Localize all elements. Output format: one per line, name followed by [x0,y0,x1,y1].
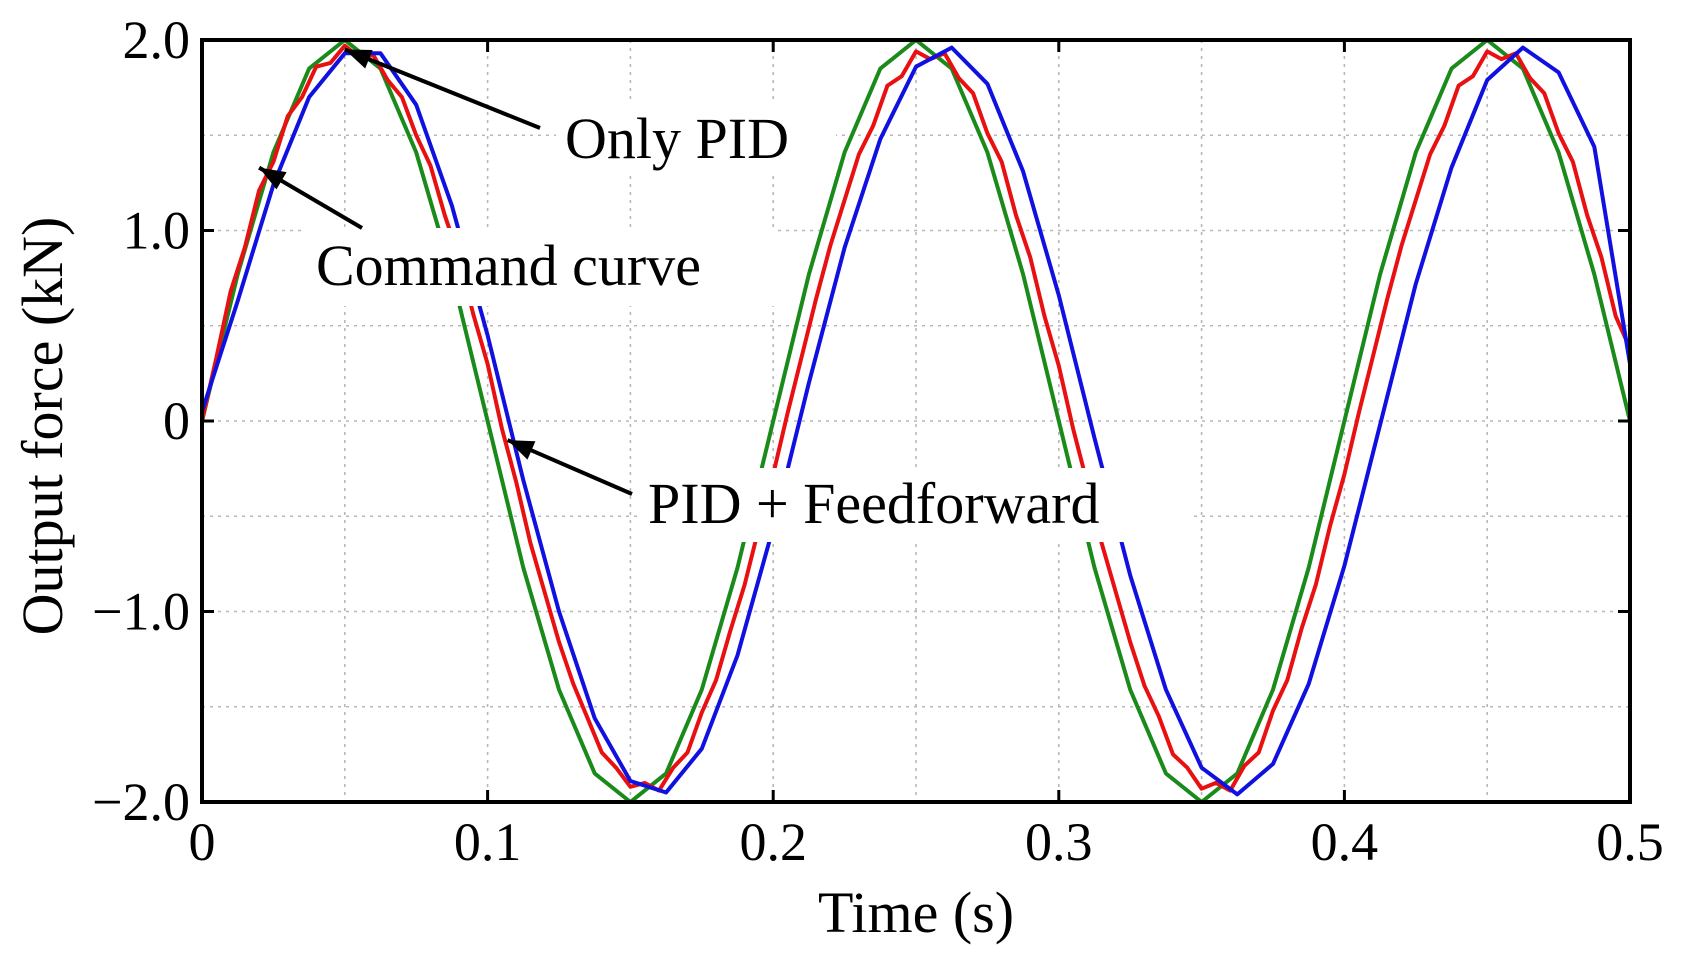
x-tick-label: 0.5 [1596,812,1664,872]
x-tick-label: 0.1 [454,812,522,872]
y-tick-label: −2.0 [92,772,190,832]
y-tick-label: −1.0 [92,582,190,642]
annotation-label: Command curve [316,233,701,298]
annotation-label: PID + Feedforward [648,471,1099,536]
y-tick-label: 1.0 [123,201,191,261]
y-axis-ticks: −2.0 −1.0 0 1.0 2.0 [92,10,1630,832]
x-axis-ticks: 0 0.1 0.2 0.3 0.4 0.5 [189,40,1664,872]
y-axis-title: Output force (kN) [10,217,75,636]
arrowhead-icon [507,440,536,460]
annotation-command-curve: Command curve [258,165,776,306]
x-tick-label: 0.2 [739,812,807,872]
y-tick-label: 2.0 [123,10,191,70]
x-axis-title: Time (s) [818,880,1014,945]
x-tick-label: 0.3 [1025,812,1093,872]
y-tick-label: 0 [163,391,190,451]
arrowhead-icon [344,49,373,69]
annotation-pid-feedforward: PID + Feedforward [506,438,1194,542]
series-line-only-pid [200,43,1632,793]
annotation-background [638,468,1194,542]
x-tick-label: 0.4 [1311,812,1379,872]
annotations: Only PID Command curve PID + Feedforward [258,47,1194,542]
annotation-arrow-line [344,47,541,130]
annotation-background [556,100,836,176]
annotation-only-pid: Only PID [344,47,836,176]
annotation-label: Only PID [565,106,789,171]
x-tick-label: 0 [189,812,216,872]
arrowhead-icon [259,167,287,190]
series-line-pid-feedforward [200,45,1632,797]
annotation-background [306,228,776,306]
